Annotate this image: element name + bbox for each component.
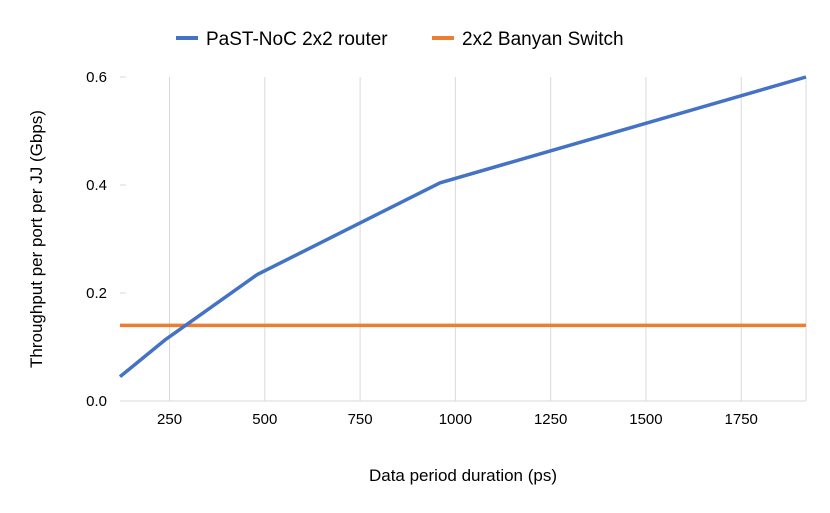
y-tick-label: 0.2 <box>86 285 107 302</box>
legend-label: 2x2 Banyan Switch <box>462 29 624 50</box>
x-axis-title: Data period duration (ps) <box>369 466 557 485</box>
series-line-past-noc-router <box>118 75 807 379</box>
series-lines <box>118 75 807 379</box>
x-tick-label: 500 <box>252 411 277 428</box>
x-tick-label: 1000 <box>439 411 472 428</box>
x-tick-label: 250 <box>157 411 182 428</box>
y-tick-label: 0.6 <box>86 69 107 86</box>
x-tick-label: 1500 <box>629 411 662 428</box>
legend-label: PaST-NoC 2x2 router <box>206 29 388 50</box>
x-tick-labels: 250 500 750 1000 1250 1500 1750 <box>157 411 758 428</box>
x-tick-label: 1250 <box>534 411 567 428</box>
legend-item-banyan-switch: 2x2 Banyan Switch <box>432 29 624 50</box>
legend: PaST-NoC 2x2 router 2x2 Banyan Switch <box>176 29 624 50</box>
gridlines <box>120 76 807 402</box>
y-tick-labels: 0.0 0.2 0.4 0.6 <box>86 69 107 410</box>
y-tick-label: 0.0 <box>86 393 107 410</box>
y-tick-label: 0.4 <box>86 177 107 194</box>
legend-item-past-noc-router: PaST-NoC 2x2 router <box>176 29 388 50</box>
x-tick-label: 1750 <box>725 411 758 428</box>
x-tick-label: 750 <box>348 411 373 428</box>
y-axis-title: Throughput per port per JJ (Gbps) <box>27 110 46 368</box>
